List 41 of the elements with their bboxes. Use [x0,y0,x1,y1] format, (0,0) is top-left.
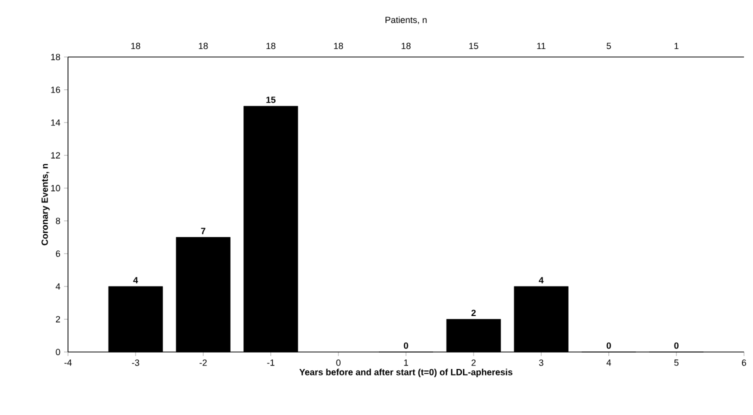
y-axis-title: Coronary Events, n [42,164,50,246]
y-tick-label: 4 [56,283,60,290]
x-tick-label: 2 [472,360,476,366]
text: 18 [402,42,411,50]
text: 18 [266,42,276,50]
text: Patients, n [386,16,427,24]
text: 18 [334,42,343,50]
y-tick-label: 12 [51,152,60,158]
text: 11 [537,42,546,49]
data-label: 4 [538,277,544,284]
y-tick-label: 6 [56,250,60,257]
data-label: 7 [201,228,206,234]
x-axis-title: Years before and after start (t=0) of LDL-apheresis [299,368,512,378]
x-tick-label: -3 [132,360,140,366]
text: 18 [131,42,140,50]
y-tick-label: 2 [56,316,60,322]
data-label: 0 [674,342,679,349]
x-tick-label: -2 [200,360,207,366]
x-tick-label: 1 [404,360,408,366]
y-tick-label: 8 [56,218,60,224]
text: 1 [674,42,678,49]
x-tick-label: -1 [267,360,274,366]
text: 5 [606,42,611,50]
x-tick-label: 3 [539,360,544,366]
y-tick-label: 10 [51,184,60,192]
data-label: 4 [133,277,138,284]
data-label: 0 [606,342,611,349]
y-tick-label: 18 [51,54,60,60]
text: 15 [469,42,478,50]
y-tick-label: 14 [51,119,60,126]
data-label: 15 [266,96,276,103]
x-tick-label: 5 [674,360,679,366]
data-label: 2 [471,310,476,316]
text: 18 [198,42,208,50]
data-label: 0 [404,342,408,349]
y-tick-label: 0 [56,348,60,356]
x-tick-label: 4 [606,360,612,366]
x-tick-label: -4 [64,360,72,366]
x-tick-label: 0 [336,360,341,366]
y-tick-label: 16 [51,86,60,93]
x-tick-label: 6 [742,360,746,366]
